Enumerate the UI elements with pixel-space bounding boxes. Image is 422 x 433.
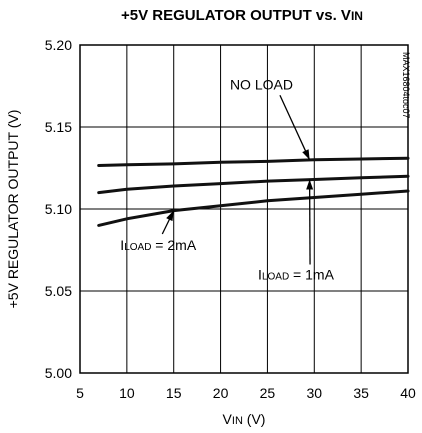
series-line-2 xyxy=(97,174,410,195)
y-tick-label: 5.10 xyxy=(45,201,72,217)
y-tick-label: 5.05 xyxy=(45,283,72,299)
x-tick-label: 30 xyxy=(306,385,322,401)
annotation-arrowhead-noload xyxy=(302,149,310,160)
x-tick-label: 10 xyxy=(119,385,135,401)
y-tick-label: 5.00 xyxy=(45,365,72,381)
grid-lines xyxy=(80,45,408,373)
series-line-1 xyxy=(97,156,410,167)
y-tick-label: 5.15 xyxy=(45,119,72,135)
x-tick-label: 35 xyxy=(353,385,369,401)
x-axis-label: VIN (V) xyxy=(223,411,266,427)
annotation-sub: LOAD xyxy=(262,272,289,283)
x-tick-label: 40 xyxy=(400,385,416,401)
series-group xyxy=(97,156,410,227)
chart-title: +5V REGULATOR OUTPUT vs. VIN xyxy=(121,7,363,24)
y-tick-label: 5.20 xyxy=(45,37,72,53)
annotation-suffix: = 1mA xyxy=(289,267,334,283)
x-axis-label-main: V xyxy=(223,411,233,427)
part-tag: MAX16804toc07 xyxy=(401,52,411,119)
x-axis-label-sub: IN xyxy=(232,415,243,427)
annotation-load1: ILOAD = 2mA xyxy=(120,237,197,253)
annotation-arrowhead-load2 xyxy=(306,179,314,190)
x-tick-label: 25 xyxy=(260,385,276,401)
chart-title-main: +5V REGULATOR OUTPUT vs. V xyxy=(121,7,351,24)
annotation-noload: NO LOAD xyxy=(230,76,293,92)
chart-title-sub: IN xyxy=(351,9,363,23)
annotation-load2: ILOAD = 1mA xyxy=(258,267,335,283)
annotation-arrowhead-load1 xyxy=(166,210,174,222)
x-tick-label: 20 xyxy=(213,385,229,401)
x-tick-labels: 5 10 15 20 25 30 35 40 xyxy=(76,385,416,401)
x-axis-label-suffix: (V) xyxy=(243,411,266,427)
annotation-main: I xyxy=(120,237,124,253)
annotation-main: I xyxy=(258,267,262,283)
annotation-suffix: = 2mA xyxy=(151,237,196,253)
annotation-leader-noload xyxy=(279,95,311,161)
y-axis-label: +5V REGULATOR OUTPUT (V) xyxy=(5,110,21,309)
series-line-3 xyxy=(97,189,410,227)
annotation-sub: LOAD xyxy=(124,242,151,253)
y-tick-labels: 5.00 5.05 5.10 5.15 5.20 xyxy=(45,37,72,381)
x-tick-label: 15 xyxy=(166,385,182,401)
x-tick-label: 5 xyxy=(76,385,84,401)
